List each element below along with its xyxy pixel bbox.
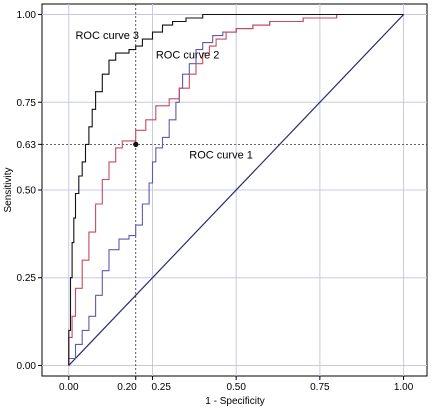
y-tick-label: 0.00 xyxy=(17,361,37,372)
roc-curves xyxy=(68,13,404,366)
y-tick-label: 1.00 xyxy=(17,10,37,21)
chance-diagonal xyxy=(68,14,404,366)
y-tick-label: 0.75 xyxy=(17,98,37,109)
roc-curve-2-line xyxy=(68,13,404,366)
curve-labels: ROC curve 1 ROC curve 2 ROC curve 3 xyxy=(75,30,252,161)
roc-curve-1-label: ROC curve 1 xyxy=(189,149,253,161)
y-tick-label: 0.50 xyxy=(17,186,37,197)
x-tick-label: 0.50 xyxy=(226,382,246,393)
reference-guides xyxy=(42,4,427,376)
x-tick-label: 0.25 xyxy=(151,382,171,393)
x-tick-label: 0.75 xyxy=(310,382,330,393)
x-tick-label: 0.20 xyxy=(117,382,137,393)
roc-curve-2-label: ROC curve 2 xyxy=(156,49,220,61)
y-tick-label: 0.63 xyxy=(17,140,37,151)
x-axis-title: 1 - Specificity xyxy=(205,396,264,407)
x-tick-label: 1.00 xyxy=(394,382,414,393)
roc-curve-3-line xyxy=(68,13,404,366)
y-tick-label: 0.25 xyxy=(17,273,37,284)
axes: 0.00 0.20 0.25 0.50 0.75 1.00 0.00 0.25 0.50 0.63… xyxy=(17,10,414,393)
x-tick-label: 0.00 xyxy=(59,382,79,393)
roc-curve-3-label: ROC curve 3 xyxy=(75,30,139,42)
y-axis-title: Sensitivity xyxy=(3,167,14,212)
reference-point xyxy=(133,141,139,147)
